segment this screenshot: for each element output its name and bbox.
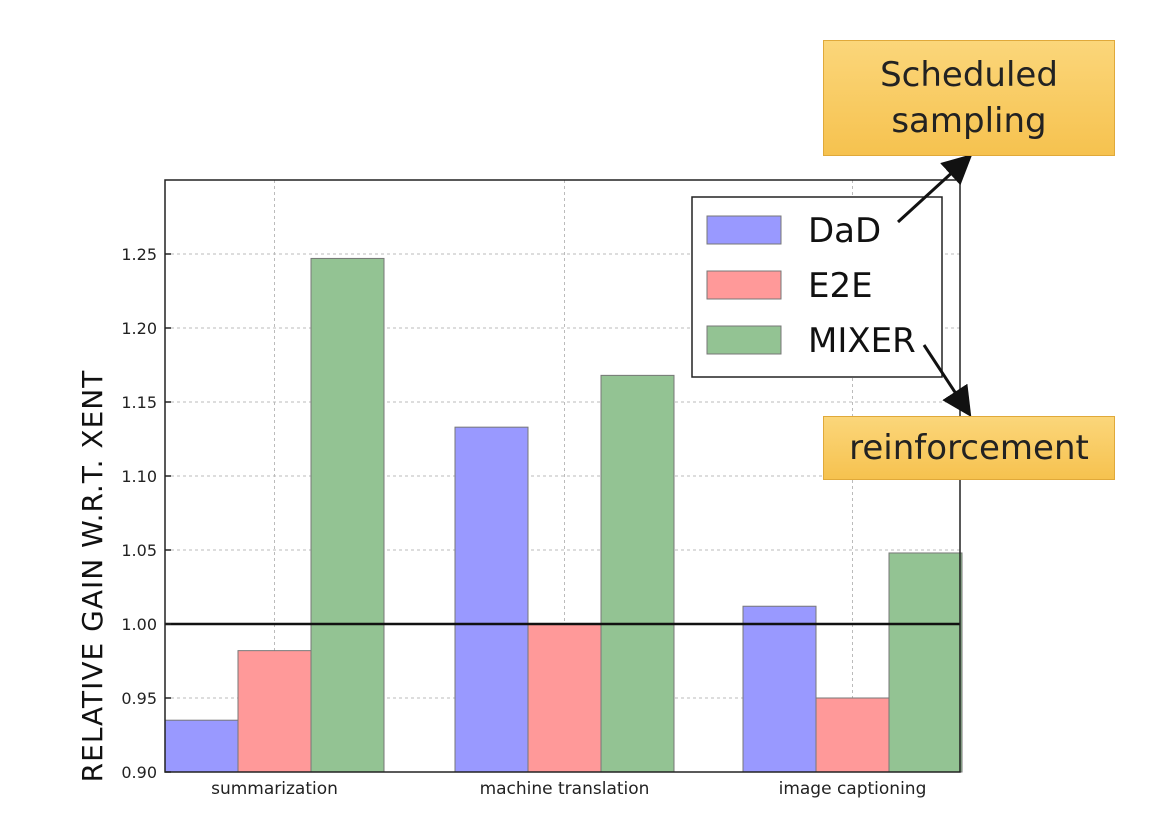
legend-swatch-mixer: [706, 325, 782, 355]
x-tick-label: machine translation: [480, 779, 650, 799]
x-tick-label: image captioning: [779, 779, 927, 799]
y-tick-label: 0.90: [121, 763, 157, 782]
y-tick-label: 1.00: [121, 615, 157, 634]
y-tick-label: 1.10: [121, 467, 157, 486]
legend-label-mixer: MIXER: [808, 321, 916, 361]
y-tick-label: 1.15: [121, 393, 157, 412]
scheduled-sampling-callout: Scheduled sampling: [823, 40, 1115, 156]
bar-e2e-image-captioning: [815, 697, 890, 773]
legend-swatch-dad: [706, 215, 782, 245]
legend-swatch-e2e: [706, 270, 782, 300]
y-tick-label: 1.25: [121, 245, 157, 264]
legend-label-e2e: E2E: [808, 266, 873, 306]
bars: [164, 257, 963, 773]
bar-dad-image-captioning: [742, 605, 817, 773]
bar-mixer-summarization: [310, 257, 385, 773]
reinforcement-callout: reinforcement: [823, 416, 1115, 480]
y-ticks: 0.90 0.95 1.00 1.05 1.10 1.15 1.20 1.25: [121, 245, 171, 782]
y-tick-label: 1.05: [121, 541, 157, 560]
arrow-to-scheduled-sampling: [896, 153, 973, 224]
bar-mixer-image-captioning: [888, 552, 963, 773]
bar-mixer-machine-translation: [600, 374, 675, 773]
annotation-arrows: [896, 153, 973, 418]
bar-dad-machine-translation: [454, 426, 529, 773]
x-ticks: summarization machine translation image ca…: [211, 779, 926, 799]
y-tick-label: 1.20: [121, 319, 157, 338]
y-tick-label: 0.95: [121, 689, 157, 708]
bar-dad-summarization: [164, 719, 239, 773]
legend: DaD E2E MIXER: [691, 196, 943, 378]
arrow-to-reinforcement: [922, 344, 972, 418]
x-tick-label: summarization: [211, 779, 338, 799]
y-axis-label: RELATIVE GAIN W.R.T. XENT: [76, 370, 109, 783]
bar-e2e-machine-translation: [527, 623, 602, 773]
bar-e2e-summarization: [237, 650, 312, 773]
legend-label-dad: DaD: [808, 211, 881, 251]
